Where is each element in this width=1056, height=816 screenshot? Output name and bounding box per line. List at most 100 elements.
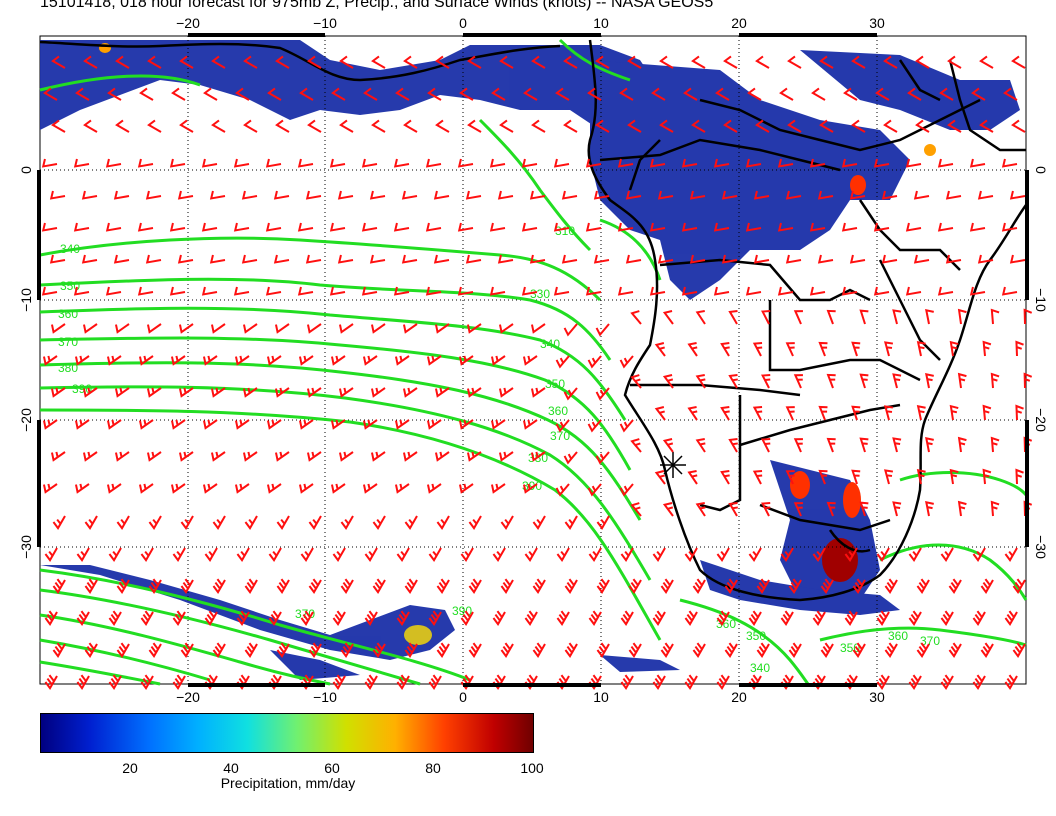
- wind-barb: [940, 547, 954, 562]
- wind-barb: [458, 419, 474, 430]
- wind-barb: [563, 55, 578, 69]
- wind-barb: [73, 286, 90, 296]
- wind-barb: [915, 119, 930, 133]
- wind-barb: [82, 323, 98, 334]
- wind-barb: [780, 610, 794, 626]
- wind-barb: [490, 419, 506, 430]
- precipitation-colorbar: [40, 713, 534, 753]
- wind-barb: [563, 119, 578, 133]
- wind-barb: [337, 190, 354, 200]
- wind-barb: [370, 387, 386, 398]
- wind-barb: [108, 674, 122, 690]
- wind-barb: [883, 341, 894, 357]
- wind-barb: [652, 547, 666, 562]
- wind-barb: [500, 515, 514, 530]
- wind-barb: [529, 190, 546, 200]
- wind-barb: [148, 515, 162, 530]
- wind-barb: [728, 437, 738, 453]
- wind-barb: [982, 468, 992, 485]
- wind-barb: [684, 674, 698, 690]
- wind-barb: [425, 286, 442, 296]
- wind-barb: [428, 610, 442, 626]
- wind-barb: [425, 158, 442, 168]
- wind-barb: [873, 222, 890, 232]
- wind-barb: [179, 55, 194, 69]
- wind-barb: [787, 119, 802, 133]
- wind-barb: [563, 451, 578, 465]
- wind-barb: [564, 515, 578, 530]
- wind-barb: [276, 578, 290, 594]
- colorbar-label: 100: [520, 760, 544, 776]
- wind-barb: [1011, 55, 1026, 69]
- wind-barb: [620, 610, 634, 626]
- wind-barb: [969, 158, 986, 168]
- wind-barb: [107, 87, 122, 101]
- wind-barb: [979, 119, 994, 133]
- wind-barb: [811, 87, 826, 101]
- wind-barb: [203, 87, 218, 101]
- wind-barb: [467, 119, 482, 133]
- wind-barb: [339, 119, 354, 133]
- wind-barb: [779, 87, 794, 101]
- wind-barb: [179, 119, 194, 133]
- wind-barb: [785, 254, 802, 264]
- wind-barb: [977, 254, 994, 264]
- wind-barb: [683, 87, 698, 101]
- wind-barb: [140, 610, 154, 626]
- wind-barb: [306, 323, 322, 334]
- wind-barb: [982, 404, 992, 421]
- wind-barb: [817, 190, 834, 200]
- wind-barb: [338, 451, 354, 462]
- wind-barb: [76, 547, 90, 562]
- wind-barb: [395, 87, 410, 101]
- wind-barb: [969, 222, 986, 232]
- wind-barb: [522, 483, 538, 494]
- contour-label: 310: [555, 224, 575, 238]
- wind-barb: [433, 254, 450, 264]
- wind-barb: [617, 222, 634, 232]
- wind-barb: [555, 483, 570, 497]
- wind-barb: [873, 286, 890, 296]
- wind-barb: [371, 119, 386, 133]
- contour-label: 360: [716, 617, 736, 631]
- wind-barb: [361, 158, 378, 168]
- wind-barb: [468, 515, 482, 530]
- wind-barb: [957, 372, 967, 389]
- wind-barb: [588, 547, 602, 562]
- lon-tick: −20: [176, 689, 200, 705]
- wind-barb: [307, 119, 322, 133]
- wind-barb: [957, 500, 967, 517]
- wind-barb: [404, 578, 418, 594]
- wind-barb: [243, 119, 258, 133]
- wind-barb: [146, 451, 162, 462]
- wind-barb: [990, 308, 1000, 325]
- wind-barb: [266, 355, 282, 366]
- contour-label: 370: [550, 429, 570, 443]
- colorbar-label: 60: [324, 760, 340, 776]
- wind-barb: [116, 515, 130, 530]
- wind-barb: [883, 405, 894, 421]
- wind-barb: [553, 222, 570, 232]
- wind-barb: [627, 119, 642, 133]
- wind-barb: [876, 610, 890, 626]
- wind-barb: [982, 340, 992, 357]
- wind-barb: [556, 547, 570, 562]
- wind-barb: [434, 323, 450, 334]
- wind-barb: [630, 310, 642, 325]
- wind-barb: [892, 373, 902, 389]
- wind-barb: [553, 286, 570, 296]
- wind-barb: [489, 222, 506, 232]
- wind-barb: [649, 286, 666, 296]
- wind-barb: [788, 578, 802, 594]
- wind-barb: [41, 158, 58, 168]
- wind-barb: [308, 578, 322, 594]
- wind-barb: [753, 190, 770, 200]
- wind-barb: [138, 483, 154, 494]
- contour-label: 340: [60, 242, 80, 256]
- wind-barb: [114, 323, 130, 334]
- wind-barb: [817, 254, 834, 264]
- wind-barb: [595, 55, 610, 69]
- wind-barb: [204, 547, 218, 562]
- wind-barb: [684, 610, 698, 626]
- wind-barb: [777, 158, 794, 168]
